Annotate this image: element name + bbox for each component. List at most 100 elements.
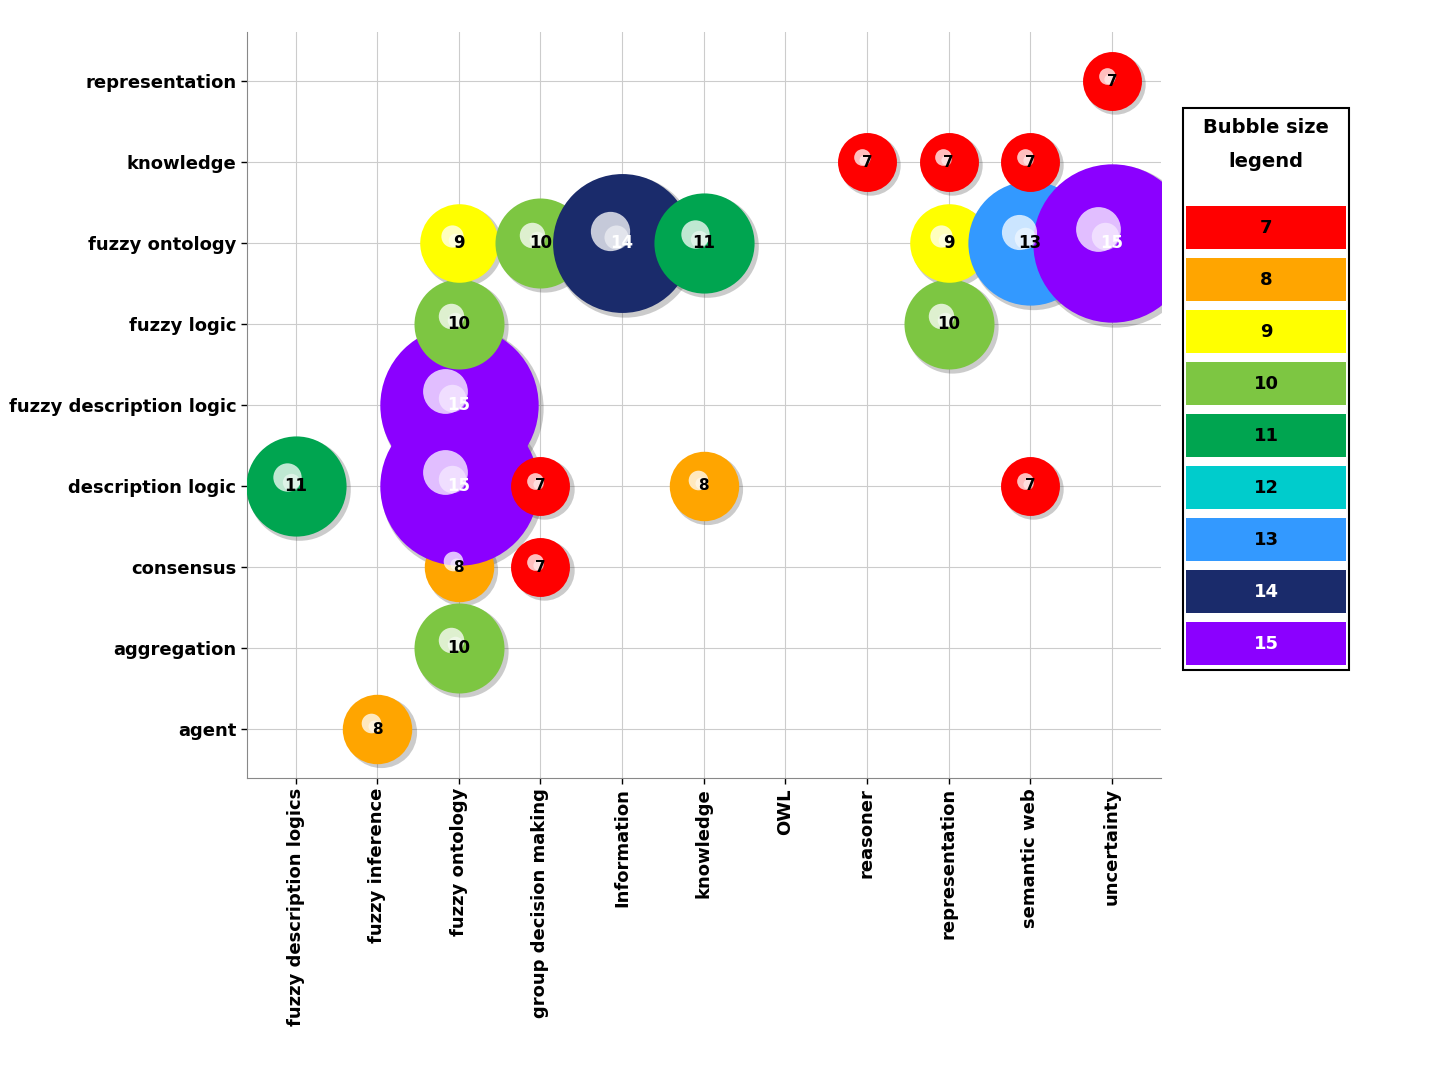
Point: [929, 308, 952, 325]
Point: [1098, 70, 1122, 87]
Point: [1094, 228, 1117, 245]
Point: [287, 481, 311, 498]
Point: [276, 469, 299, 486]
Point: [441, 471, 464, 488]
Text: 7: 7: [1024, 154, 1036, 170]
Point: [1103, 238, 1126, 255]
Point: [934, 151, 958, 168]
Point: [940, 157, 963, 174]
Point: [1016, 475, 1039, 492]
Point: [528, 234, 551, 252]
Point: [850, 148, 874, 165]
Point: [528, 477, 551, 495]
Point: [1103, 76, 1126, 93]
Point: [853, 151, 876, 168]
Text: 11: 11: [692, 234, 715, 252]
Point: [940, 238, 963, 255]
Point: [447, 639, 470, 657]
Point: [1013, 472, 1036, 489]
Point: [933, 311, 956, 328]
Point: [605, 229, 628, 246]
FancyBboxPatch shape: [1185, 206, 1347, 248]
Text: 7: 7: [1259, 218, 1273, 237]
FancyBboxPatch shape: [1185, 362, 1347, 405]
Text: 15: 15: [1100, 234, 1123, 252]
Point: [450, 238, 473, 255]
Point: [940, 319, 963, 336]
Point: [441, 552, 464, 569]
Point: [366, 720, 389, 738]
Point: [1096, 67, 1119, 84]
Point: [450, 562, 473, 579]
Point: [930, 227, 953, 244]
Point: [440, 308, 463, 325]
Text: 9: 9: [1259, 323, 1273, 340]
Text: 8: 8: [1259, 271, 1273, 288]
Point: [598, 222, 621, 240]
Point: [533, 238, 556, 255]
Point: [859, 157, 882, 174]
Point: [1022, 238, 1045, 255]
Point: [450, 481, 473, 498]
Point: [432, 463, 456, 481]
Point: [1022, 157, 1045, 174]
Point: [440, 227, 463, 244]
FancyBboxPatch shape: [1185, 570, 1347, 613]
Text: 14: 14: [1254, 582, 1278, 600]
Text: 8: 8: [371, 721, 383, 737]
Point: [441, 390, 464, 407]
Text: 15: 15: [447, 396, 470, 414]
Text: 7: 7: [1107, 73, 1117, 89]
Point: [688, 230, 711, 247]
Point: [614, 238, 637, 255]
Text: 7: 7: [535, 559, 546, 575]
Point: [524, 553, 547, 570]
Point: [432, 382, 456, 400]
Point: [280, 473, 303, 490]
Text: 11: 11: [284, 477, 308, 495]
FancyBboxPatch shape: [1185, 310, 1347, 353]
Point: [695, 238, 718, 255]
Point: [611, 234, 634, 252]
Point: [937, 315, 961, 333]
Point: [369, 724, 392, 741]
Point: [444, 635, 467, 652]
Point: [450, 319, 473, 336]
Text: 14: 14: [611, 234, 634, 252]
Point: [521, 227, 544, 244]
Point: [444, 311, 467, 328]
FancyBboxPatch shape: [1185, 518, 1347, 561]
Point: [937, 153, 961, 171]
Text: 7: 7: [535, 478, 546, 494]
Text: 12: 12: [1254, 478, 1278, 497]
Point: [450, 643, 473, 660]
Point: [363, 717, 386, 734]
Text: 7: 7: [1024, 478, 1036, 494]
Point: [527, 475, 550, 492]
Point: [450, 400, 473, 417]
Point: [689, 474, 712, 491]
Point: [360, 714, 383, 731]
Text: 7: 7: [943, 154, 953, 170]
Point: [933, 231, 956, 248]
Point: [1007, 224, 1030, 241]
FancyBboxPatch shape: [1185, 467, 1347, 509]
Point: [527, 556, 550, 573]
Text: 15: 15: [1254, 635, 1278, 652]
Text: 10: 10: [1254, 375, 1278, 393]
Point: [440, 632, 463, 649]
Text: 10: 10: [937, 315, 961, 333]
Point: [1019, 477, 1042, 495]
Point: [1013, 229, 1036, 246]
Point: [533, 481, 556, 498]
Point: [695, 481, 718, 498]
Text: 9: 9: [943, 234, 955, 252]
FancyBboxPatch shape: [1185, 415, 1347, 457]
Point: [1013, 148, 1036, 165]
Text: Bubble size: Bubble size: [1203, 119, 1329, 137]
Text: legend: legend: [1229, 152, 1303, 172]
FancyBboxPatch shape: [1185, 622, 1347, 665]
Point: [1085, 220, 1109, 238]
FancyBboxPatch shape: [1185, 258, 1347, 301]
Text: 10: 10: [447, 315, 470, 333]
